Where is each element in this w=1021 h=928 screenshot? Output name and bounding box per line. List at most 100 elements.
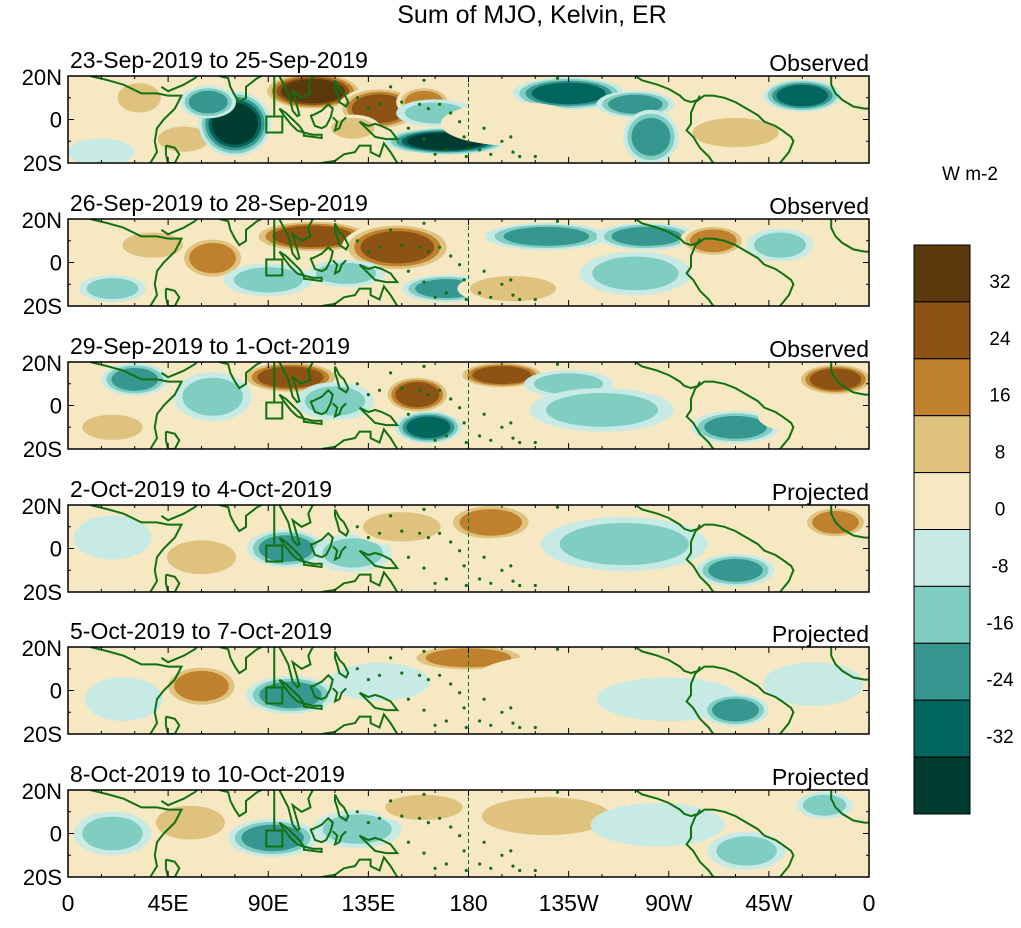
island-dot (449, 540, 453, 544)
anomaly-contour (329, 662, 430, 701)
island-dot (366, 393, 370, 397)
island-dot (489, 438, 493, 442)
island-dot (478, 862, 482, 866)
island-dot (406, 555, 410, 559)
island-dot (400, 814, 404, 818)
colorbar-units: W m-2 (942, 164, 998, 185)
anomaly-contour (385, 794, 463, 821)
colorbar-tick-label: 16 (989, 386, 1010, 407)
anomaly-contour (754, 232, 806, 258)
island-dot (533, 725, 537, 730)
island-dot (422, 221, 426, 225)
island-dot (438, 673, 442, 677)
y-tick-label: 0 (50, 251, 62, 276)
island-dot (355, 525, 359, 529)
island-dot (406, 697, 410, 701)
coastline (830, 362, 869, 396)
island-dot (511, 721, 515, 725)
coastline (694, 237, 795, 306)
colorbar-swatch (913, 529, 971, 587)
coastline (90, 76, 184, 163)
coastline (160, 505, 198, 522)
island-dot (478, 148, 482, 152)
coastline (302, 417, 323, 426)
panels-group: 20N 0 20S 23-Sep-2019 to 25-Sep-2019 Observe… (22, 47, 870, 890)
anomaly-contour (360, 231, 435, 264)
island-dot (464, 154, 468, 159)
x-tick-label: 90E (248, 890, 289, 916)
anomaly-contour (363, 512, 441, 542)
coastline (634, 219, 701, 247)
island-dot (366, 678, 370, 682)
island-dot (518, 154, 522, 159)
island-dot (449, 825, 453, 829)
coastline (830, 647, 869, 681)
island-dot (511, 150, 515, 154)
island-dot (433, 295, 437, 299)
anomaly-contour (608, 94, 663, 114)
panel: 20N 0 20S 26-Sep-2019 to 28-Sep-2019 Observe… (22, 190, 870, 319)
island-dot (422, 792, 426, 797)
coastline (164, 715, 181, 734)
island-dot (464, 297, 468, 302)
coastline (321, 427, 399, 449)
island-dot (433, 866, 437, 870)
panel: 20N 0 20S 29-Sep-2019 to 1-Oct-2019 Observed (22, 333, 870, 462)
chart-title: Sum of MJO, Kelvin, ER (397, 1, 667, 29)
island-dot (444, 291, 448, 295)
colorbar-tick-label: -24 (986, 670, 1014, 691)
panel-label: Observed (769, 193, 869, 219)
coastline (90, 219, 184, 306)
island-dot (444, 148, 448, 152)
coastline (830, 76, 869, 110)
island-dot (389, 799, 393, 803)
island-dot (377, 102, 382, 106)
panel-label: Projected (772, 764, 869, 790)
island-dot (418, 673, 422, 677)
anomaly-field (79, 220, 814, 305)
anomaly-contour (592, 256, 679, 291)
island-dot (478, 434, 482, 438)
coastline (160, 76, 198, 93)
island-dot (418, 102, 422, 106)
island-dot (422, 566, 426, 570)
coastline (219, 505, 263, 533)
panel-date-range: 8-Oct-2019 to 10-Oct-2019 (70, 761, 345, 787)
anomaly-contour (469, 276, 557, 302)
anomaly-contour (704, 415, 767, 439)
coastline (332, 259, 347, 276)
island-dot (426, 678, 430, 682)
island-dot (389, 85, 393, 89)
coastline (90, 790, 184, 877)
island-dot (489, 152, 493, 156)
island-dot (555, 647, 560, 651)
coastline (160, 219, 198, 236)
anomaly-contour (559, 523, 689, 566)
anomaly-field (73, 791, 853, 870)
coastline (309, 816, 334, 844)
coastlines (90, 647, 869, 734)
island-dot (518, 725, 522, 730)
island-dot (400, 243, 404, 247)
island-dot (377, 531, 382, 535)
island-dot (426, 821, 430, 825)
island-dot (462, 849, 466, 853)
island-dot (500, 853, 504, 857)
island-dot (509, 135, 513, 139)
island-dot (509, 564, 513, 568)
island-dot (500, 568, 504, 572)
panel-date-range: 26-Sep-2019 to 28-Sep-2019 (70, 190, 368, 216)
x-tick-label: 45W (745, 890, 793, 916)
y-tick-label: 20S (23, 865, 62, 890)
island-dot (555, 219, 560, 223)
coastline (164, 858, 181, 877)
island-dot (482, 412, 486, 416)
island-dot (478, 719, 482, 723)
coastline (321, 284, 399, 306)
colorbar-tick-label: -16 (986, 613, 1013, 634)
island-dot (444, 862, 448, 866)
coastline (694, 523, 795, 592)
island-dot (422, 708, 426, 712)
panel-label: Observed (769, 336, 869, 362)
island-dot (438, 388, 442, 392)
